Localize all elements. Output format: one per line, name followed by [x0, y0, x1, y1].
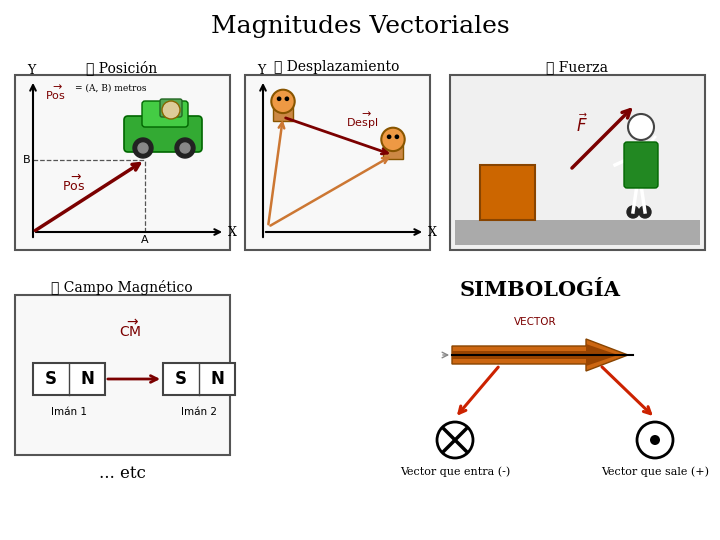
Text: ✓ Campo Magnético: ✓ Campo Magnético	[51, 280, 193, 295]
Circle shape	[627, 206, 639, 218]
Bar	[480, 165, 535, 220]
Polygon shape	[452, 339, 628, 371]
Circle shape	[639, 206, 651, 218]
Bar	[455, 220, 700, 245]
Text: SIMBOLOGÍA: SIMBOLOGÍA	[459, 280, 621, 300]
Circle shape	[175, 138, 195, 158]
Bar	[163, 363, 235, 395]
Text: $\overrightarrow{\rm Pos}$: $\overrightarrow{\rm Pos}$	[63, 174, 86, 194]
Text: S: S	[45, 370, 57, 388]
Text: $\overrightarrow{\rm Pos}$: $\overrightarrow{\rm Pos}$	[45, 84, 66, 102]
Text: $\vec{F}$: $\vec{F}$	[576, 113, 588, 136]
Circle shape	[650, 435, 660, 445]
Circle shape	[162, 101, 180, 119]
Bar	[245, 75, 430, 250]
FancyBboxPatch shape	[124, 116, 202, 152]
Text: = (A, B) metros: = (A, B) metros	[75, 84, 146, 93]
Text: $\overrightarrow{\rm Despl}$: $\overrightarrow{\rm Despl}$	[346, 111, 378, 131]
Circle shape	[271, 90, 294, 113]
Text: Vector que sale (+): Vector que sale (+)	[601, 466, 709, 477]
Text: B: B	[22, 155, 30, 165]
Bar	[450, 75, 705, 250]
Text: Y: Y	[257, 64, 265, 77]
Text: N: N	[80, 370, 94, 388]
Circle shape	[387, 134, 392, 139]
Text: Imán 2: Imán 2	[181, 407, 217, 417]
Text: Y: Y	[27, 64, 35, 77]
Bar	[15, 75, 230, 250]
Circle shape	[138, 143, 148, 153]
Circle shape	[437, 422, 473, 458]
Text: Imán 1: Imán 1	[51, 407, 87, 417]
Bar	[382, 143, 403, 159]
Circle shape	[276, 97, 282, 101]
Text: Magnitudes Vectoriales: Magnitudes Vectoriales	[211, 15, 509, 38]
Circle shape	[628, 114, 654, 140]
FancyBboxPatch shape	[624, 142, 658, 188]
Bar	[33, 363, 105, 395]
FancyBboxPatch shape	[142, 101, 188, 127]
Text: ✓ Posición: ✓ Posición	[86, 60, 158, 75]
FancyBboxPatch shape	[160, 99, 182, 117]
Circle shape	[180, 143, 190, 153]
Text: ✓ Desplazamiento: ✓ Desplazamiento	[274, 60, 400, 74]
Text: X: X	[228, 226, 237, 239]
Text: VECTOR: VECTOR	[513, 317, 557, 327]
Text: A: A	[141, 235, 149, 245]
Text: X: X	[428, 226, 437, 239]
Text: ✓ Fuerza: ✓ Fuerza	[546, 60, 608, 74]
Text: Vector que entra (-): Vector que entra (-)	[400, 466, 510, 477]
Circle shape	[382, 127, 405, 151]
Polygon shape	[452, 344, 618, 366]
Circle shape	[637, 422, 673, 458]
Text: ... etc: ... etc	[99, 465, 145, 482]
Circle shape	[284, 97, 289, 101]
Bar	[15, 295, 230, 455]
Circle shape	[133, 138, 153, 158]
Text: N: N	[210, 370, 224, 388]
Text: S: S	[175, 370, 187, 388]
Bar	[273, 105, 294, 121]
Text: $\overrightarrow{\rm CM}$: $\overrightarrow{\rm CM}$	[119, 318, 141, 340]
Circle shape	[395, 134, 399, 139]
